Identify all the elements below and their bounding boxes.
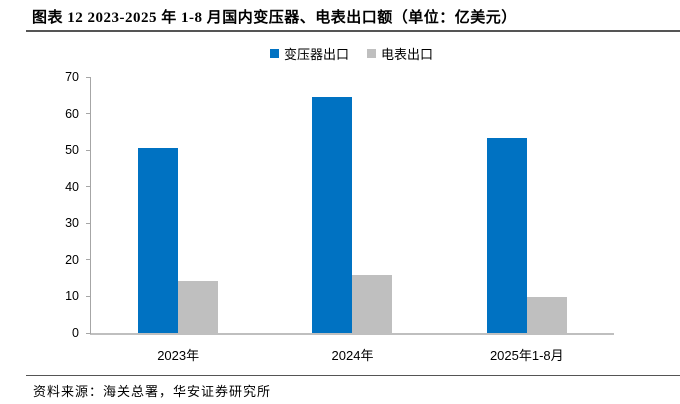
figure-title: 图表 12 2023-2025 年 1-8 月国内变压器、电表出口额（单位：亿美…	[32, 10, 517, 26]
y-tick-mark	[86, 332, 91, 334]
y-tick-mark	[86, 113, 91, 115]
y-tick-label: 40	[65, 179, 79, 194]
y-tick-label: 30	[65, 216, 79, 231]
legend-item-transformer: 变压器出口	[269, 44, 349, 63]
y-tick-label: 50	[65, 143, 79, 158]
bar-电表出口-2023年	[178, 281, 219, 333]
legend-item-meter: 电表出口	[367, 44, 433, 63]
bar-pair	[312, 97, 393, 333]
y-tick-mark	[86, 295, 91, 297]
y-tick-label: 0	[72, 326, 79, 340]
y-tick-label: 10	[65, 289, 79, 304]
bar-电表出口-2025年1-8月	[526, 297, 567, 333]
source-note: 资料来源：海关总署，华安证券研究所	[33, 384, 272, 399]
bar-电表出口-2024年	[352, 274, 393, 333]
bar-group: 2025年1-8月	[440, 77, 614, 363]
bar-变压器出口-2023年	[138, 147, 179, 333]
legend-swatch-transformer	[269, 49, 279, 58]
y-tick-label: 60	[65, 106, 79, 121]
bar-pair	[486, 138, 567, 333]
x-axis-label: 2023年	[157, 348, 200, 363]
y-tick-mark	[86, 222, 91, 224]
y-tick-mark	[86, 76, 91, 78]
title-divider	[26, 30, 680, 32]
bar-pair	[138, 147, 219, 333]
bar-变压器出口-2024年	[312, 97, 353, 333]
y-tick-mark	[86, 186, 91, 188]
plot-area: 0 10 20 30 40 50 60 70 2023年 2024年 2025年1-8月	[65, 71, 614, 363]
bar-变压器出口-2025年1-8月	[486, 138, 527, 333]
legend-label-transformer: 变压器出口	[283, 47, 349, 62]
source-divider	[26, 375, 680, 376]
x-axis-line	[90, 333, 614, 335]
bar-group: 2024年	[265, 77, 439, 363]
x-axis-label: 2024年	[331, 348, 374, 363]
y-tick-label: 70	[65, 70, 79, 84]
y-tick-label: 20	[65, 252, 79, 267]
bar-group: 2023年	[91, 77, 265, 363]
x-axis-label: 2025年1-8月	[489, 348, 564, 363]
legend-label-meter: 电表出口	[381, 47, 434, 62]
legend-swatch-meter	[367, 49, 376, 58]
y-tick-mark	[86, 149, 91, 151]
bar-groups: 2023年 2024年 2025年1-8月	[91, 77, 614, 363]
chart-legend: 变压器出口 电表出口	[90, 44, 613, 63]
y-tick-mark	[86, 259, 91, 261]
